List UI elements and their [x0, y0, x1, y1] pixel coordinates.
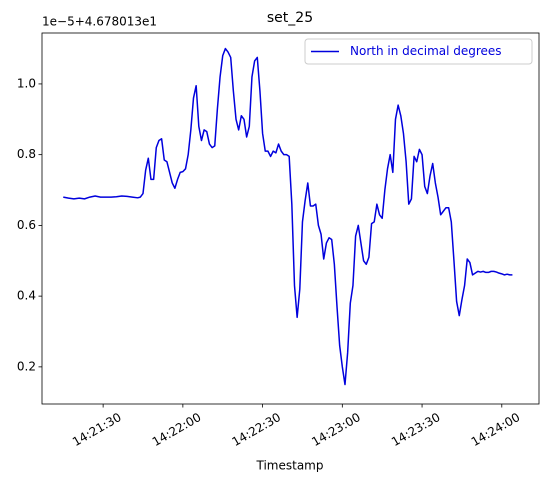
y-offset-text: 1e−5+4.678013e1	[42, 15, 157, 29]
y-tick-label: 0.6	[17, 218, 36, 232]
x-axis-label: Timestamp	[256, 459, 324, 473]
y-tick-label: 0.8	[17, 147, 36, 161]
x-tick-label: 14:24:00	[469, 410, 523, 449]
plot-frame	[41, 32, 540, 405]
y-tick-label: 1.0	[17, 76, 36, 90]
legend-label: North in decimal degrees	[350, 44, 502, 58]
x-tick-label: 14:22:30	[230, 410, 284, 449]
x-tick-label: 14:23:30	[389, 410, 443, 449]
y-tick-label: 0.2	[17, 359, 36, 373]
data-line	[63, 47, 513, 386]
x-tick-label: 14:21:30	[70, 410, 124, 449]
x-tick-label: 14:23:00	[309, 410, 363, 449]
legend-box	[304, 38, 533, 65]
y-tick-label: 0.4	[17, 289, 36, 303]
chart-title: set_25	[267, 10, 313, 26]
x-tick-label: 14:22:00	[150, 410, 204, 449]
